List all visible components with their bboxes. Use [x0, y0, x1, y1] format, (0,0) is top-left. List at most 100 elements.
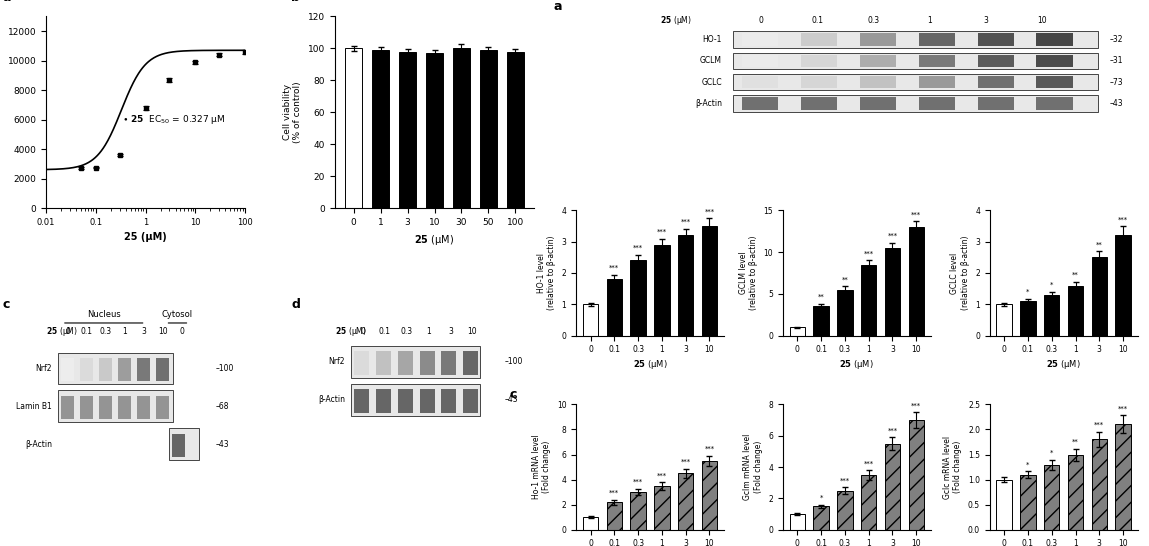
Text: 3: 3: [984, 16, 988, 25]
FancyBboxPatch shape: [376, 352, 391, 375]
FancyBboxPatch shape: [137, 358, 149, 381]
Bar: [838, 290, 853, 336]
Text: –31: –31: [1110, 56, 1123, 66]
Text: **: **: [1096, 241, 1103, 247]
Text: 10: 10: [157, 327, 168, 336]
Text: 1: 1: [426, 327, 431, 336]
FancyBboxPatch shape: [57, 390, 173, 422]
Bar: [1116, 424, 1131, 530]
Bar: [1020, 474, 1035, 530]
Text: ***: ***: [680, 219, 691, 225]
Text: d: d: [291, 298, 300, 311]
Bar: [813, 306, 828, 336]
Bar: [702, 226, 717, 336]
FancyBboxPatch shape: [1036, 97, 1073, 110]
Text: $\mathbf{25}$ (μM): $\mathbf{25}$ (μM): [46, 324, 78, 337]
Y-axis label: Nrf2 activation (RLU): Nrf2 activation (RLU): [0, 65, 2, 159]
Text: ***: ***: [633, 245, 643, 251]
Y-axis label: GCLM level
(relative to β-actin): GCLM level (relative to β-actin): [739, 236, 758, 310]
Text: Nucleus: Nucleus: [87, 310, 121, 319]
Bar: [631, 260, 646, 336]
Bar: [479, 50, 498, 208]
Text: *: *: [1050, 450, 1054, 456]
Bar: [789, 514, 805, 530]
Bar: [789, 327, 805, 336]
FancyBboxPatch shape: [1036, 33, 1073, 46]
FancyBboxPatch shape: [859, 55, 896, 67]
X-axis label: 25 (μM): 25 (μM): [124, 233, 167, 242]
FancyBboxPatch shape: [57, 353, 173, 384]
Text: –100: –100: [215, 364, 233, 373]
Text: 3: 3: [141, 327, 146, 336]
Bar: [702, 461, 717, 530]
Text: HO-1: HO-1: [703, 35, 722, 44]
FancyBboxPatch shape: [918, 55, 955, 67]
Text: ***: ***: [609, 490, 619, 496]
FancyBboxPatch shape: [99, 396, 111, 419]
Text: Lamin B1: Lamin B1: [16, 402, 52, 411]
Text: ***: ***: [887, 233, 897, 239]
Bar: [885, 248, 900, 336]
Text: 1: 1: [122, 327, 128, 336]
Text: 10: 10: [1038, 16, 1047, 25]
FancyBboxPatch shape: [733, 52, 1098, 69]
Text: 0.1: 0.1: [80, 327, 93, 336]
Text: β-Actin: β-Actin: [695, 99, 722, 108]
FancyBboxPatch shape: [117, 396, 131, 419]
Text: **: **: [1072, 439, 1079, 445]
FancyBboxPatch shape: [170, 429, 200, 460]
FancyBboxPatch shape: [99, 358, 111, 381]
Bar: [654, 245, 670, 336]
Bar: [654, 486, 670, 530]
Text: 0.3: 0.3: [867, 16, 880, 25]
Bar: [909, 420, 924, 530]
FancyBboxPatch shape: [463, 352, 478, 375]
FancyBboxPatch shape: [350, 384, 480, 416]
Text: 0.3: 0.3: [401, 327, 412, 336]
Text: –73: –73: [1110, 78, 1123, 87]
FancyBboxPatch shape: [441, 352, 456, 375]
FancyBboxPatch shape: [918, 33, 955, 46]
FancyBboxPatch shape: [742, 33, 778, 46]
FancyBboxPatch shape: [733, 32, 1098, 48]
Text: b: b: [291, 0, 300, 4]
FancyBboxPatch shape: [419, 389, 434, 413]
Text: –43: –43: [1110, 99, 1123, 108]
Text: 10: 10: [468, 327, 477, 336]
Bar: [399, 51, 416, 208]
Text: 0: 0: [65, 327, 70, 336]
Y-axis label: GCLC level
(relative to β-actin): GCLC level (relative to β-actin): [950, 236, 970, 310]
FancyBboxPatch shape: [61, 396, 74, 419]
FancyBboxPatch shape: [419, 352, 434, 375]
FancyBboxPatch shape: [801, 97, 838, 110]
Text: GCLM: GCLM: [700, 56, 722, 66]
Bar: [1092, 257, 1106, 336]
Text: ***: ***: [864, 460, 873, 466]
Text: ***: ***: [680, 459, 691, 465]
Y-axis label: Cell viability
(% of control): Cell viability (% of control): [283, 81, 302, 143]
FancyBboxPatch shape: [742, 55, 778, 67]
Text: *: *: [1026, 461, 1030, 467]
Bar: [1067, 454, 1084, 530]
Bar: [583, 517, 599, 530]
FancyBboxPatch shape: [61, 358, 74, 381]
Text: *: *: [1026, 289, 1030, 295]
Bar: [678, 235, 693, 336]
Bar: [861, 265, 877, 336]
Text: ***: ***: [887, 428, 897, 434]
Text: ***: ***: [704, 446, 715, 452]
Text: ***: ***: [911, 402, 921, 408]
Bar: [453, 49, 470, 208]
Y-axis label: HO-1 level
(relative to β-actin): HO-1 level (relative to β-actin): [537, 236, 556, 310]
Text: $\mathbf{25}$ (μM): $\mathbf{25}$ (μM): [633, 358, 668, 371]
FancyBboxPatch shape: [801, 55, 838, 67]
Text: b: b: [510, 194, 518, 207]
FancyBboxPatch shape: [918, 97, 955, 110]
Text: $\bullet$ $\mathbf{25}$  EC$_{50}$ = 0.327 μM: $\bullet$ $\mathbf{25}$ EC$_{50}$ = 0.32…: [122, 113, 225, 126]
FancyBboxPatch shape: [137, 396, 149, 419]
Text: 0.1: 0.1: [811, 16, 824, 25]
FancyBboxPatch shape: [463, 389, 478, 413]
Text: Nrf2: Nrf2: [36, 364, 52, 373]
Text: $\mathbf{25}$ (μM): $\mathbf{25}$ (μM): [661, 14, 692, 27]
Bar: [583, 304, 599, 336]
